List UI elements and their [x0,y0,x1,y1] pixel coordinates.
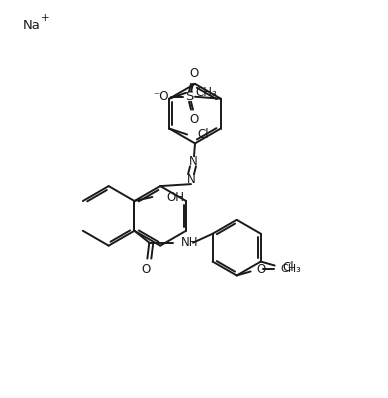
Text: Cl: Cl [282,261,294,274]
Text: +: + [41,14,50,23]
Text: ⁻O: ⁻O [154,90,169,103]
Text: O: O [189,67,199,80]
Text: Na: Na [23,19,41,32]
Text: N: N [189,155,197,168]
Text: S: S [185,90,193,103]
Text: N: N [187,173,196,185]
Text: NH: NH [181,236,199,249]
Text: Cl: Cl [197,128,209,141]
Text: CH₃: CH₃ [281,265,301,275]
Text: O: O [189,113,199,126]
Text: O: O [256,263,266,276]
Text: CH₃: CH₃ [195,86,217,99]
Text: O: O [142,263,151,276]
Text: OH: OH [166,191,184,203]
